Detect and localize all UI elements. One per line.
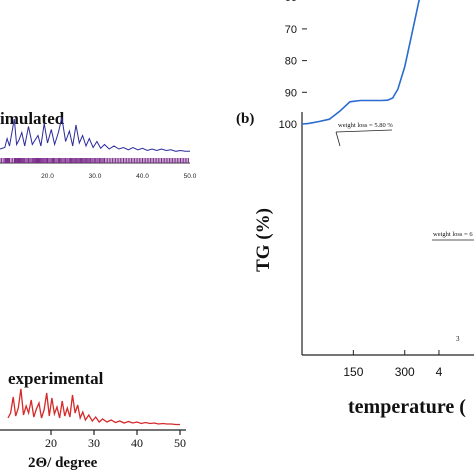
annotation-leader-1 xyxy=(335,129,393,133)
panel-simulated: imulated 20.0 30.0 40.0 50.0 xyxy=(0,109,197,180)
tg-curve xyxy=(301,0,420,125)
x-axis-label: 2Θ/ degree xyxy=(28,455,98,471)
y-axis-label: TG (%) xyxy=(253,208,274,272)
annotation-weight-loss-2: weight loss = 6 xyxy=(433,231,473,238)
x-tick-label: 20 xyxy=(45,436,57,450)
x-tick-label: 150 xyxy=(343,365,363,379)
y-tick-label: 70 xyxy=(285,24,297,36)
tick-mark-strip xyxy=(0,158,189,163)
annotation-weight-loss-1: weight loss = 5.80 % xyxy=(338,122,393,129)
x-tick-label: 20.0 xyxy=(41,173,54,180)
annotation-3: 3 xyxy=(456,335,460,343)
y-tick-label: 60 xyxy=(285,0,297,4)
x-tick-label: 50.0 xyxy=(184,173,197,180)
x-ticks: 150 300 4 xyxy=(343,350,443,379)
x-tick-label: 300 xyxy=(395,365,415,379)
y-ticks: 10090807060504030 xyxy=(279,0,307,131)
x-tick-label: 40.0 xyxy=(136,173,149,180)
annotation-leader-1b xyxy=(335,131,341,147)
panel-experimental: experimental 20 30 40 50 2Θ/ degree xyxy=(0,369,186,471)
series-line-simulated xyxy=(0,117,190,152)
x-tick-label: 40 xyxy=(131,436,143,450)
x-tick-label: 4 xyxy=(436,365,443,379)
series-label-simulated: imulated xyxy=(0,109,65,128)
x-tick-label: 30 xyxy=(88,436,100,450)
panel-letter: (b) xyxy=(236,111,254,127)
x-tick-labels: 20.0 30.0 40.0 50.0 xyxy=(41,173,197,180)
y-tick-label: 100 xyxy=(279,119,297,131)
y-tick-label: 90 xyxy=(285,87,297,99)
series-line-experimental xyxy=(7,388,180,426)
y-tick-label: 80 xyxy=(285,56,297,68)
series-label-experimental: experimental xyxy=(8,369,104,388)
x-ticks: 20 30 40 50 xyxy=(45,430,186,450)
x-tick-label: 30.0 xyxy=(89,173,102,180)
x-axis-label: temperature ( xyxy=(348,396,466,418)
x-tick-label: 50 xyxy=(174,436,186,450)
